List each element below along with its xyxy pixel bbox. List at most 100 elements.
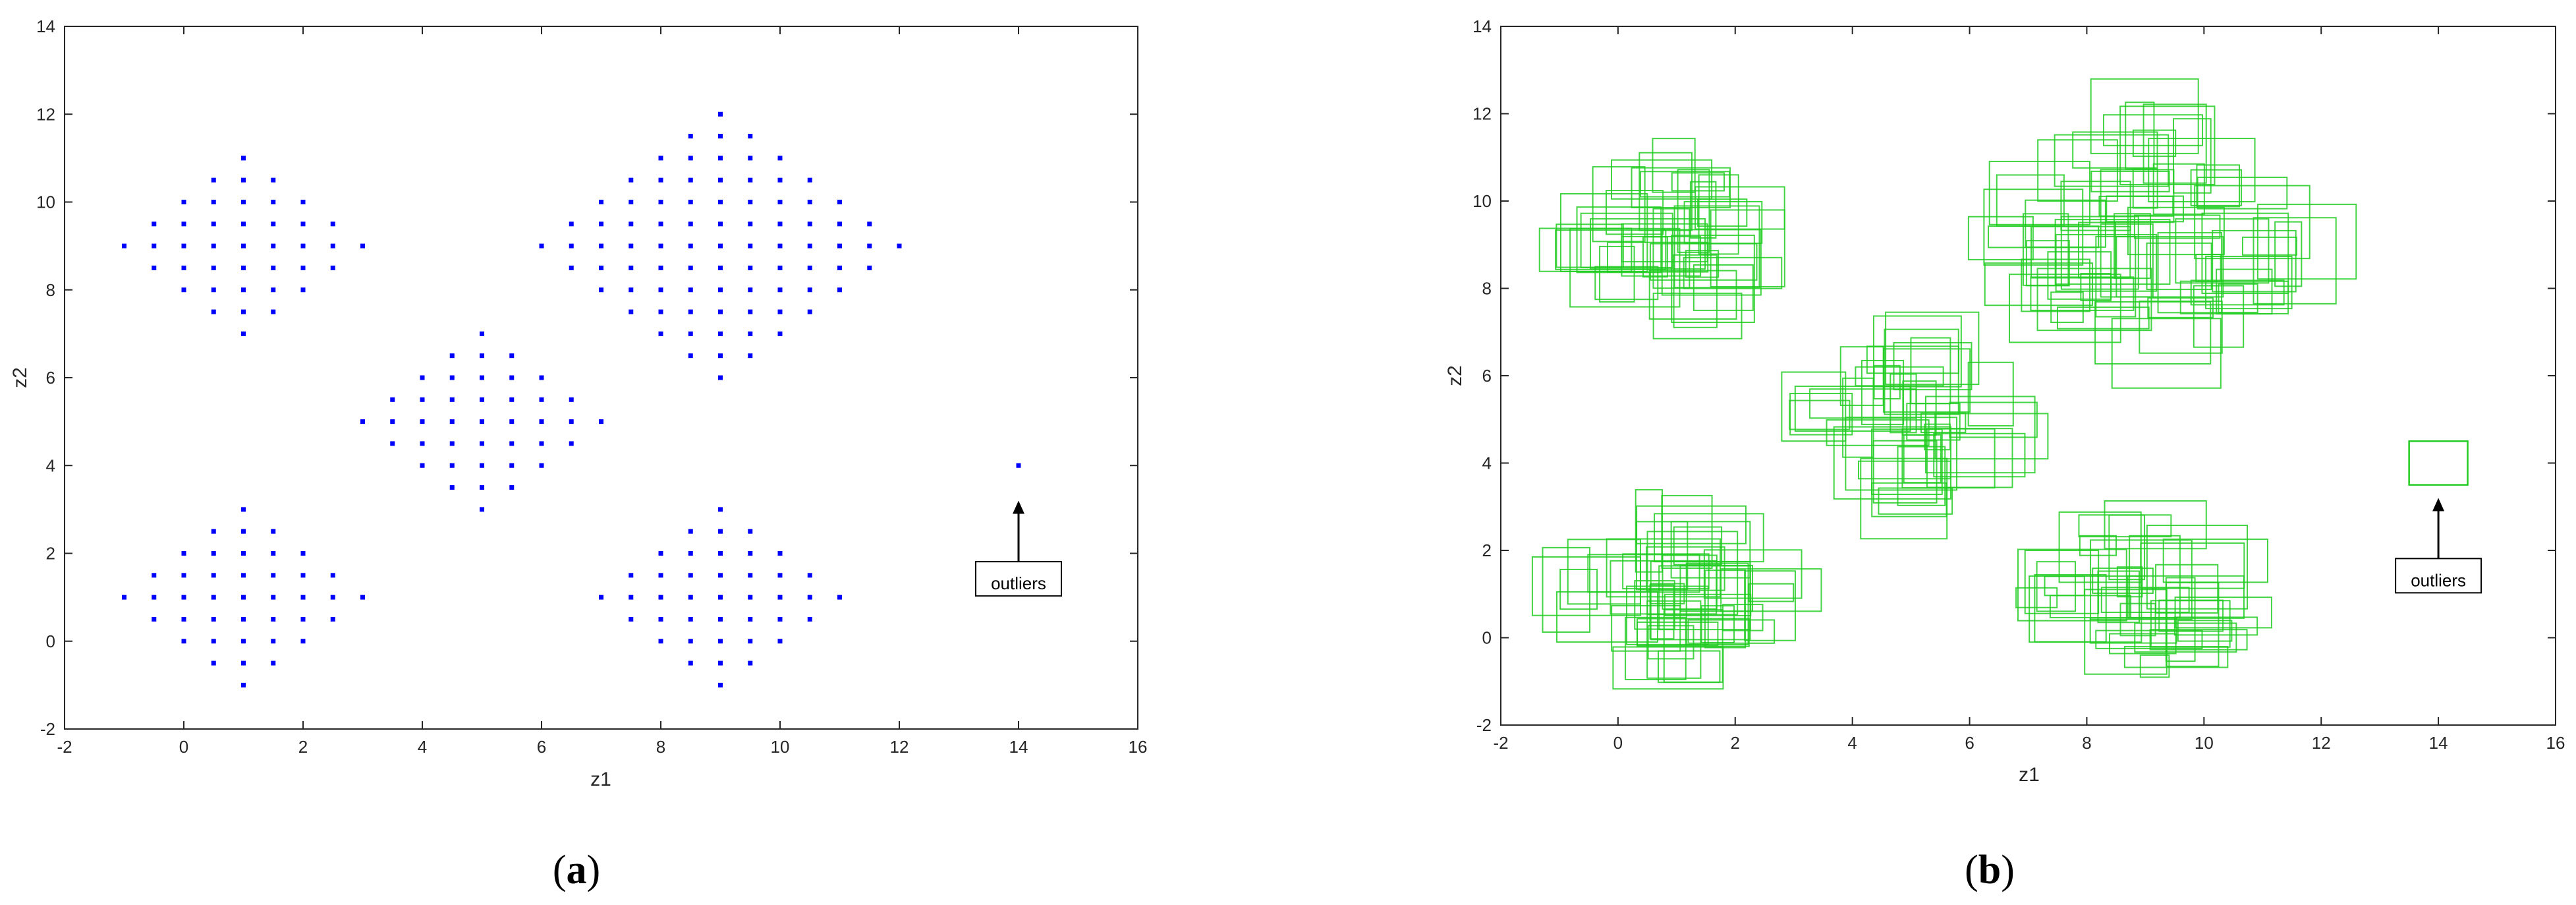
data-point: [629, 287, 634, 293]
x-tick-label: 4: [1847, 733, 1857, 753]
outliers-label-b: outliers: [2411, 570, 2466, 590]
interval-box: [1697, 198, 1748, 227]
interval-box: [1652, 292, 1743, 339]
data-point: [658, 616, 663, 622]
data-point: [420, 463, 425, 468]
data-point: [241, 200, 246, 204]
interval-box: [2116, 566, 2143, 598]
data-point: [480, 419, 484, 424]
data-point: [480, 485, 484, 490]
data-point: [777, 573, 783, 578]
data-point: [688, 529, 693, 534]
interval-box: [2146, 525, 2249, 610]
data-point: [807, 243, 812, 248]
y-tick-label: 10: [36, 192, 55, 212]
data-point: [569, 419, 574, 424]
y-tick-label: 0: [46, 631, 55, 651]
interval-box: [1673, 254, 1718, 328]
interval-box: [2090, 539, 2193, 620]
interval-box: [2194, 185, 2310, 260]
interval-box: [2162, 539, 2269, 583]
data-point: [241, 639, 246, 644]
interval-box: [1872, 440, 1938, 504]
interval-box: [2114, 213, 2152, 279]
data-point: [152, 265, 157, 270]
data-point: [509, 419, 515, 424]
interval-box: [1652, 208, 1691, 289]
interval-box: [2158, 599, 2224, 632]
data-point: [330, 221, 335, 227]
data-point: [449, 441, 455, 446]
panel-label-b: (b): [1965, 848, 2015, 892]
points-a: [122, 111, 1021, 687]
data-point: [480, 441, 484, 446]
panel-b: -2 0 2 4 6 8 10 12 14 16 -2 0 2 4 6 8 10 12 14 z1 z2 outl…: [1444, 16, 2565, 892]
data-point: [748, 134, 753, 139]
data-point: [569, 441, 574, 446]
interval-box: [1689, 181, 1717, 239]
interval-box: [1555, 223, 1624, 268]
interval-box: [1636, 505, 1747, 544]
data-point: [300, 616, 306, 622]
interval-box: [2030, 276, 2135, 311]
data-point: [777, 200, 783, 204]
data-point: [181, 200, 186, 204]
data-point: [658, 200, 663, 204]
data-point: [688, 353, 693, 359]
data-point: [181, 616, 186, 622]
data-point: [271, 265, 276, 270]
data-point: [718, 177, 723, 183]
data-point: [777, 616, 783, 622]
data-point: [330, 265, 335, 270]
interval-box: [2132, 168, 2158, 209]
data-point: [211, 265, 216, 270]
interval-box: [1744, 570, 1796, 641]
interval-box: [2149, 629, 2248, 651]
data-point: [777, 156, 783, 161]
interval-box: [2060, 181, 2131, 231]
data-point: [777, 243, 783, 248]
data-point: [539, 375, 544, 380]
interval-box: [1967, 361, 2014, 426]
data-point: [807, 200, 812, 204]
interval-box: [1873, 365, 1901, 399]
data-point: [509, 397, 515, 402]
data-point: [211, 221, 216, 227]
data-point: [300, 551, 306, 556]
panel-a: -2 0 2 4 6 8 10 12 14 16 -2 0 2 4 6 8 10 12 14 z1 z2 outl…: [9, 16, 1147, 892]
data-point: [539, 243, 544, 248]
data-point: [241, 265, 246, 270]
interval-box: [2148, 138, 2256, 202]
data-point: [629, 573, 634, 578]
x-tick-label: 6: [1965, 733, 1974, 753]
data-point: [360, 595, 365, 600]
data-point: [658, 156, 663, 161]
data-point: [718, 353, 723, 359]
interval-box: [1671, 172, 1725, 192]
data-point: [718, 221, 723, 227]
outliers-annotation-a: outliers: [975, 500, 1062, 597]
data-point: [420, 397, 425, 402]
interval-box: [1781, 371, 1847, 442]
data-point: [569, 221, 574, 227]
data-point: [241, 177, 246, 183]
data-point: [837, 200, 842, 204]
data-point: [658, 309, 663, 314]
data-point: [629, 309, 634, 314]
data-point: [629, 200, 634, 204]
data-point: [241, 682, 246, 687]
data-point: [629, 616, 634, 622]
y-tick-label: 12: [1472, 104, 1492, 124]
interval-box: [2044, 575, 2085, 597]
data-point: [748, 660, 753, 666]
data-point: [718, 134, 723, 139]
interval-box: [1580, 212, 1673, 268]
data-point: [271, 287, 276, 293]
data-point: [688, 156, 693, 161]
interval-box: [1559, 193, 1648, 272]
data-point: [241, 331, 246, 336]
interval-box: [1842, 377, 1874, 458]
data-point: [867, 243, 872, 248]
data-point: [688, 309, 693, 314]
data-point: [658, 287, 663, 293]
